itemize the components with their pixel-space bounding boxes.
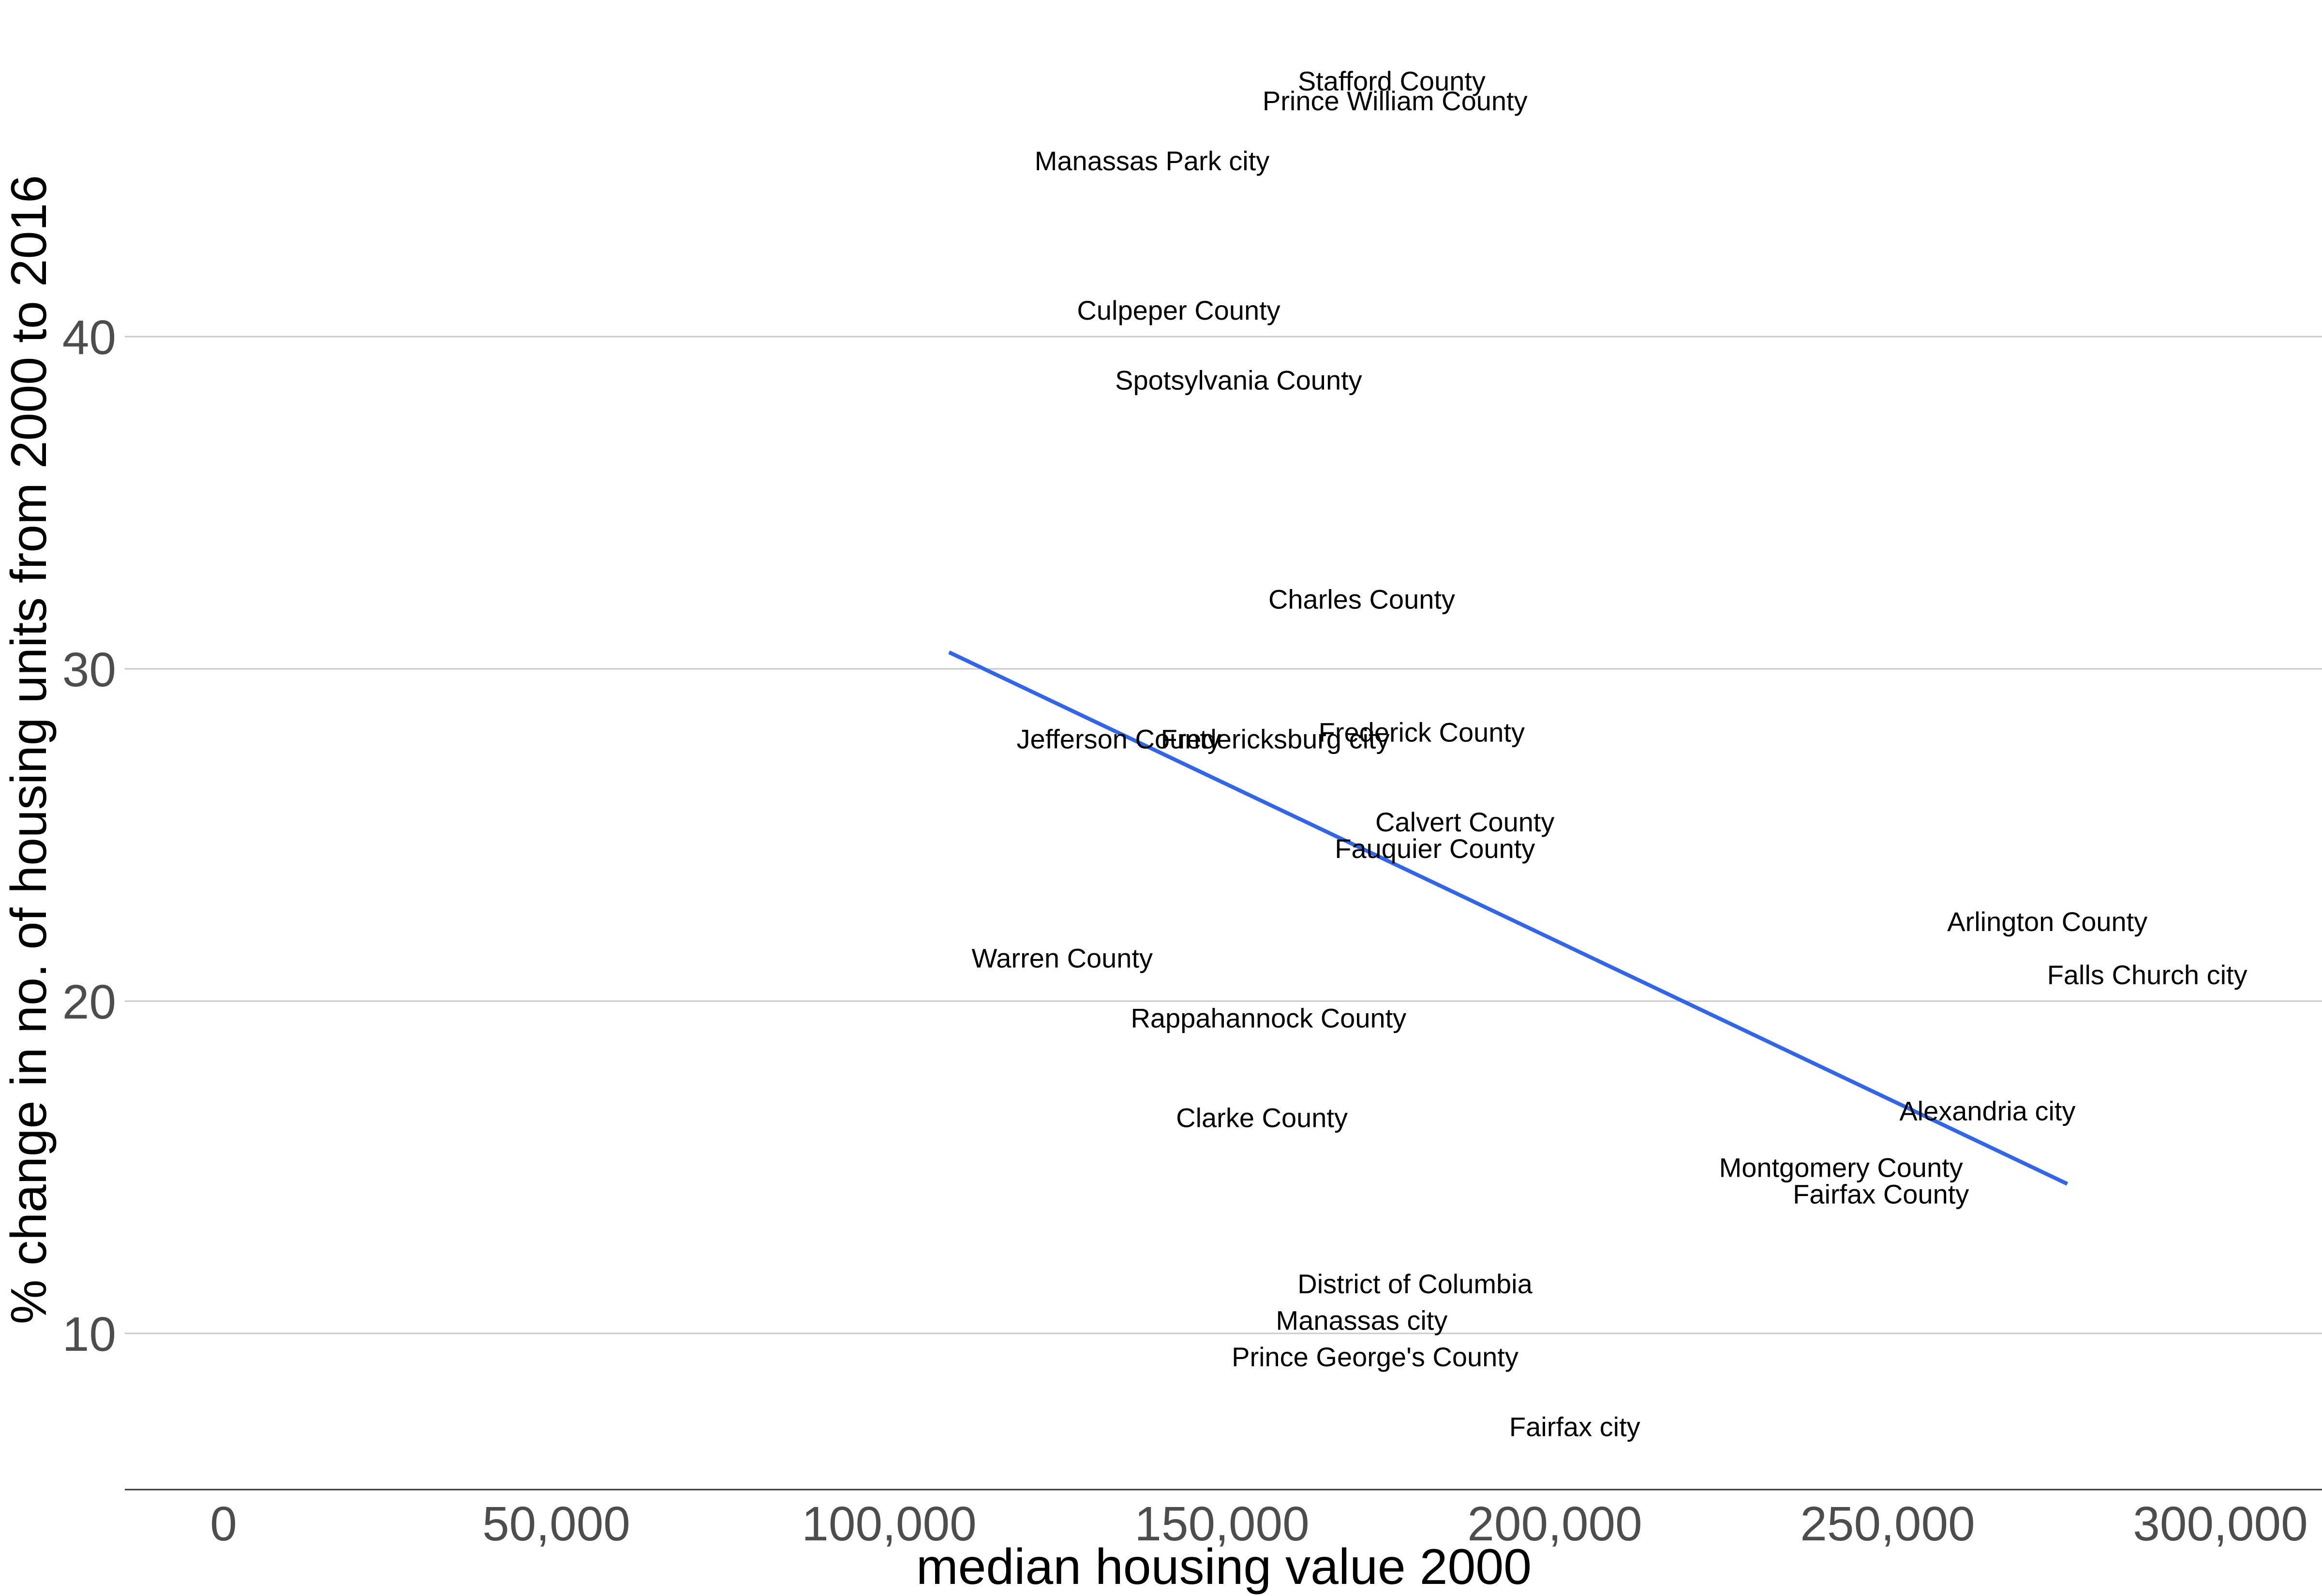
point-label: Clarke County [1176,1102,1348,1133]
point-label: Warren County [972,943,1153,974]
x-tick-label: 0 [210,1497,237,1551]
y-tick-label: 40 [62,310,116,365]
point-label: Calvert County [1375,807,1554,837]
x-tick-label: 150,000 [1134,1497,1309,1551]
point-label: Montgomery County [1719,1153,1963,1183]
point-label: Fauquier County [1335,833,1535,864]
x-axis-title: median housing value 2000 [916,1539,1532,1595]
point-label: Fairfax city [1509,1411,1640,1442]
point-label: Charles County [1268,584,1455,615]
point-label: Manassas city [1276,1305,1448,1336]
point-label: Falls Church city [2047,960,2248,990]
point-label: Fairfax County [1793,1179,1969,1209]
point-label: Stafford County [1298,66,1486,96]
point-label: Prince William County [1263,86,1528,116]
trend-line [948,650,2069,1186]
point-label: Prince George's County [1232,1342,1518,1372]
y-tick-label: 20 [62,975,116,1029]
point-label: Fredericksburg city [1161,724,1390,754]
y-axis-title: % change in no. of housing units from 20… [1,175,57,1324]
point-label: Frederick County [1319,717,1525,748]
point-label: Rappahannock County [1131,1003,1406,1033]
point-label: Manassas Park city [1035,146,1270,176]
x-tick-label: 100,000 [802,1497,976,1551]
y-tick-label: 30 [62,643,116,697]
point-label: Jefferson County [1017,724,1221,754]
gridlines [125,336,2322,1334]
y-axis-ticks: 10 20 30 40 [62,310,116,1361]
point-label: Culpeper County [1077,295,1280,325]
x-tick-label: 250,000 [1800,1497,1975,1551]
trend-line-group [948,650,2069,1186]
point-label: Spotsylvania County [1115,365,1362,395]
x-tick-label: 200,000 [1467,1497,1642,1551]
point-label: Alexandria city [1899,1096,2075,1126]
point-label: Arlington County [1947,906,2147,937]
x-axis-ticks: 0 50,000 100,000 150,000 200,000 250,000 300,0… [210,1497,2308,1551]
point-label: District of Columbia [1297,1269,1533,1299]
x-tick-label: 50,000 [482,1497,630,1551]
x-tick-label: 300,000 [2133,1497,2307,1551]
y-tick-label: 10 [62,1307,116,1361]
